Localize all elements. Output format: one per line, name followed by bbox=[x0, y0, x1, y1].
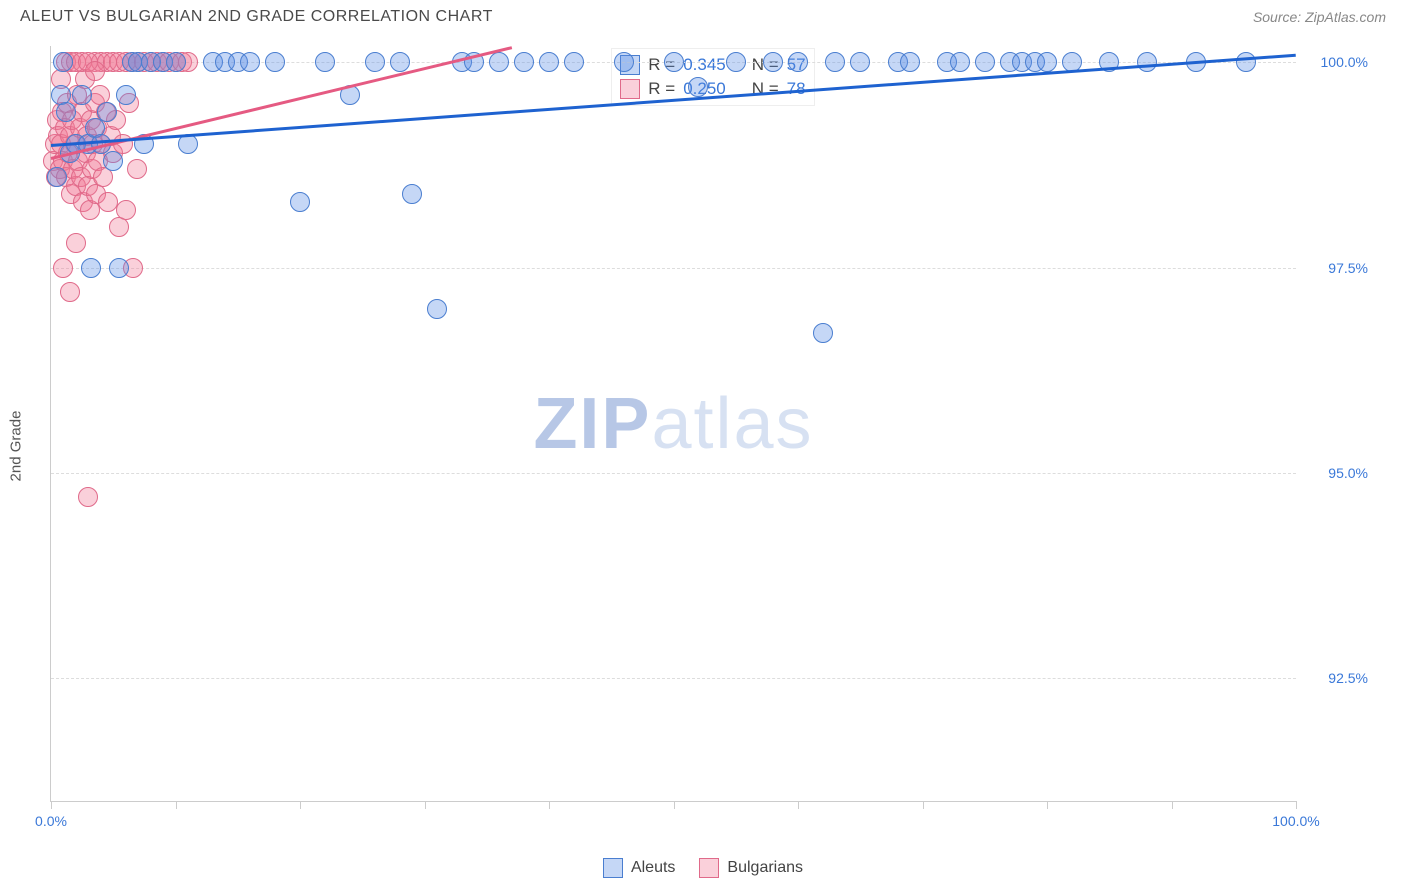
point-aleuts bbox=[402, 184, 422, 204]
watermark: ZIPatlas bbox=[533, 383, 813, 465]
x-tick bbox=[1047, 801, 1048, 809]
point-aleuts bbox=[763, 52, 783, 72]
point-aleuts bbox=[788, 52, 808, 72]
point-bulgarians bbox=[127, 159, 147, 179]
point-aleuts bbox=[81, 258, 101, 278]
y-tick-label: 100.0% bbox=[1321, 54, 1368, 70]
point-bulgarians bbox=[60, 282, 80, 302]
x-tick bbox=[300, 801, 301, 809]
x-tick bbox=[549, 801, 550, 809]
point-aleuts bbox=[850, 52, 870, 72]
point-bulgarians bbox=[53, 258, 73, 278]
point-bulgarians bbox=[85, 61, 105, 81]
swatch-bulgarians-icon bbox=[620, 79, 640, 99]
point-aleuts bbox=[489, 52, 509, 72]
point-aleuts bbox=[315, 52, 335, 72]
point-aleuts bbox=[166, 52, 186, 72]
chart-title: ALEUT VS BULGARIAN 2ND GRADE CORRELATION… bbox=[20, 8, 493, 26]
y-tick-label: 95.0% bbox=[1328, 465, 1368, 481]
x-tick bbox=[674, 801, 675, 809]
y-tick-label: 92.5% bbox=[1328, 670, 1368, 686]
swatch-bulgarians-icon bbox=[699, 858, 719, 878]
gridline bbox=[51, 268, 1296, 269]
legend-aleuts-label: Aleuts bbox=[631, 859, 675, 877]
point-aleuts bbox=[900, 52, 920, 72]
point-aleuts bbox=[813, 323, 833, 343]
point-aleuts bbox=[539, 52, 559, 72]
legend-bulgarians-label: Bulgarians bbox=[727, 859, 803, 877]
point-aleuts bbox=[103, 151, 123, 171]
point-aleuts bbox=[1236, 52, 1256, 72]
point-aleuts bbox=[688, 77, 708, 97]
x-tick-label: 0.0% bbox=[35, 813, 67, 829]
point-aleuts bbox=[56, 102, 76, 122]
x-tick bbox=[1296, 801, 1297, 809]
point-aleuts bbox=[97, 102, 117, 122]
point-aleuts bbox=[47, 167, 67, 187]
y-tick-label: 97.5% bbox=[1328, 260, 1368, 276]
n-label: N = bbox=[752, 79, 779, 99]
gridline bbox=[51, 473, 1296, 474]
x-tick bbox=[1172, 801, 1173, 809]
gridline bbox=[51, 678, 1296, 679]
point-aleuts bbox=[1037, 52, 1057, 72]
point-aleuts bbox=[365, 52, 385, 72]
y-axis-title: 2nd Grade bbox=[8, 411, 25, 482]
point-aleuts bbox=[116, 85, 136, 105]
point-aleuts bbox=[290, 192, 310, 212]
point-aleuts bbox=[109, 258, 129, 278]
r-label: R = bbox=[648, 79, 675, 99]
x-tick bbox=[176, 801, 177, 809]
point-aleuts bbox=[726, 52, 746, 72]
point-bulgarians bbox=[66, 233, 86, 253]
point-aleuts bbox=[975, 52, 995, 72]
point-aleuts bbox=[240, 52, 260, 72]
swatch-aleuts-icon bbox=[603, 858, 623, 878]
point-aleuts bbox=[664, 52, 684, 72]
point-bulgarians bbox=[116, 200, 136, 220]
x-tick bbox=[425, 801, 426, 809]
point-bulgarians bbox=[78, 487, 98, 507]
point-aleuts bbox=[1137, 52, 1157, 72]
chart-area: ZIPatlas R = 0.345 N = 57 R = 0.250 N = … bbox=[50, 46, 1376, 832]
point-aleuts bbox=[564, 52, 584, 72]
point-aleuts bbox=[614, 52, 634, 72]
point-aleuts bbox=[265, 52, 285, 72]
point-aleuts bbox=[950, 52, 970, 72]
point-aleuts bbox=[514, 52, 534, 72]
point-aleuts bbox=[72, 85, 92, 105]
point-aleuts bbox=[53, 52, 73, 72]
x-tick bbox=[51, 801, 52, 809]
plot-area: ZIPatlas R = 0.345 N = 57 R = 0.250 N = … bbox=[50, 46, 1296, 802]
point-aleuts bbox=[390, 52, 410, 72]
bottom-legend: Aleuts Bulgarians bbox=[0, 858, 1406, 878]
point-aleuts bbox=[427, 299, 447, 319]
point-aleuts bbox=[825, 52, 845, 72]
x-tick bbox=[798, 801, 799, 809]
x-tick bbox=[923, 801, 924, 809]
source-label: Source: ZipAtlas.com bbox=[1253, 9, 1386, 25]
aleuts-r-value: 0.345 bbox=[683, 55, 726, 75]
x-tick-label: 100.0% bbox=[1272, 813, 1319, 829]
